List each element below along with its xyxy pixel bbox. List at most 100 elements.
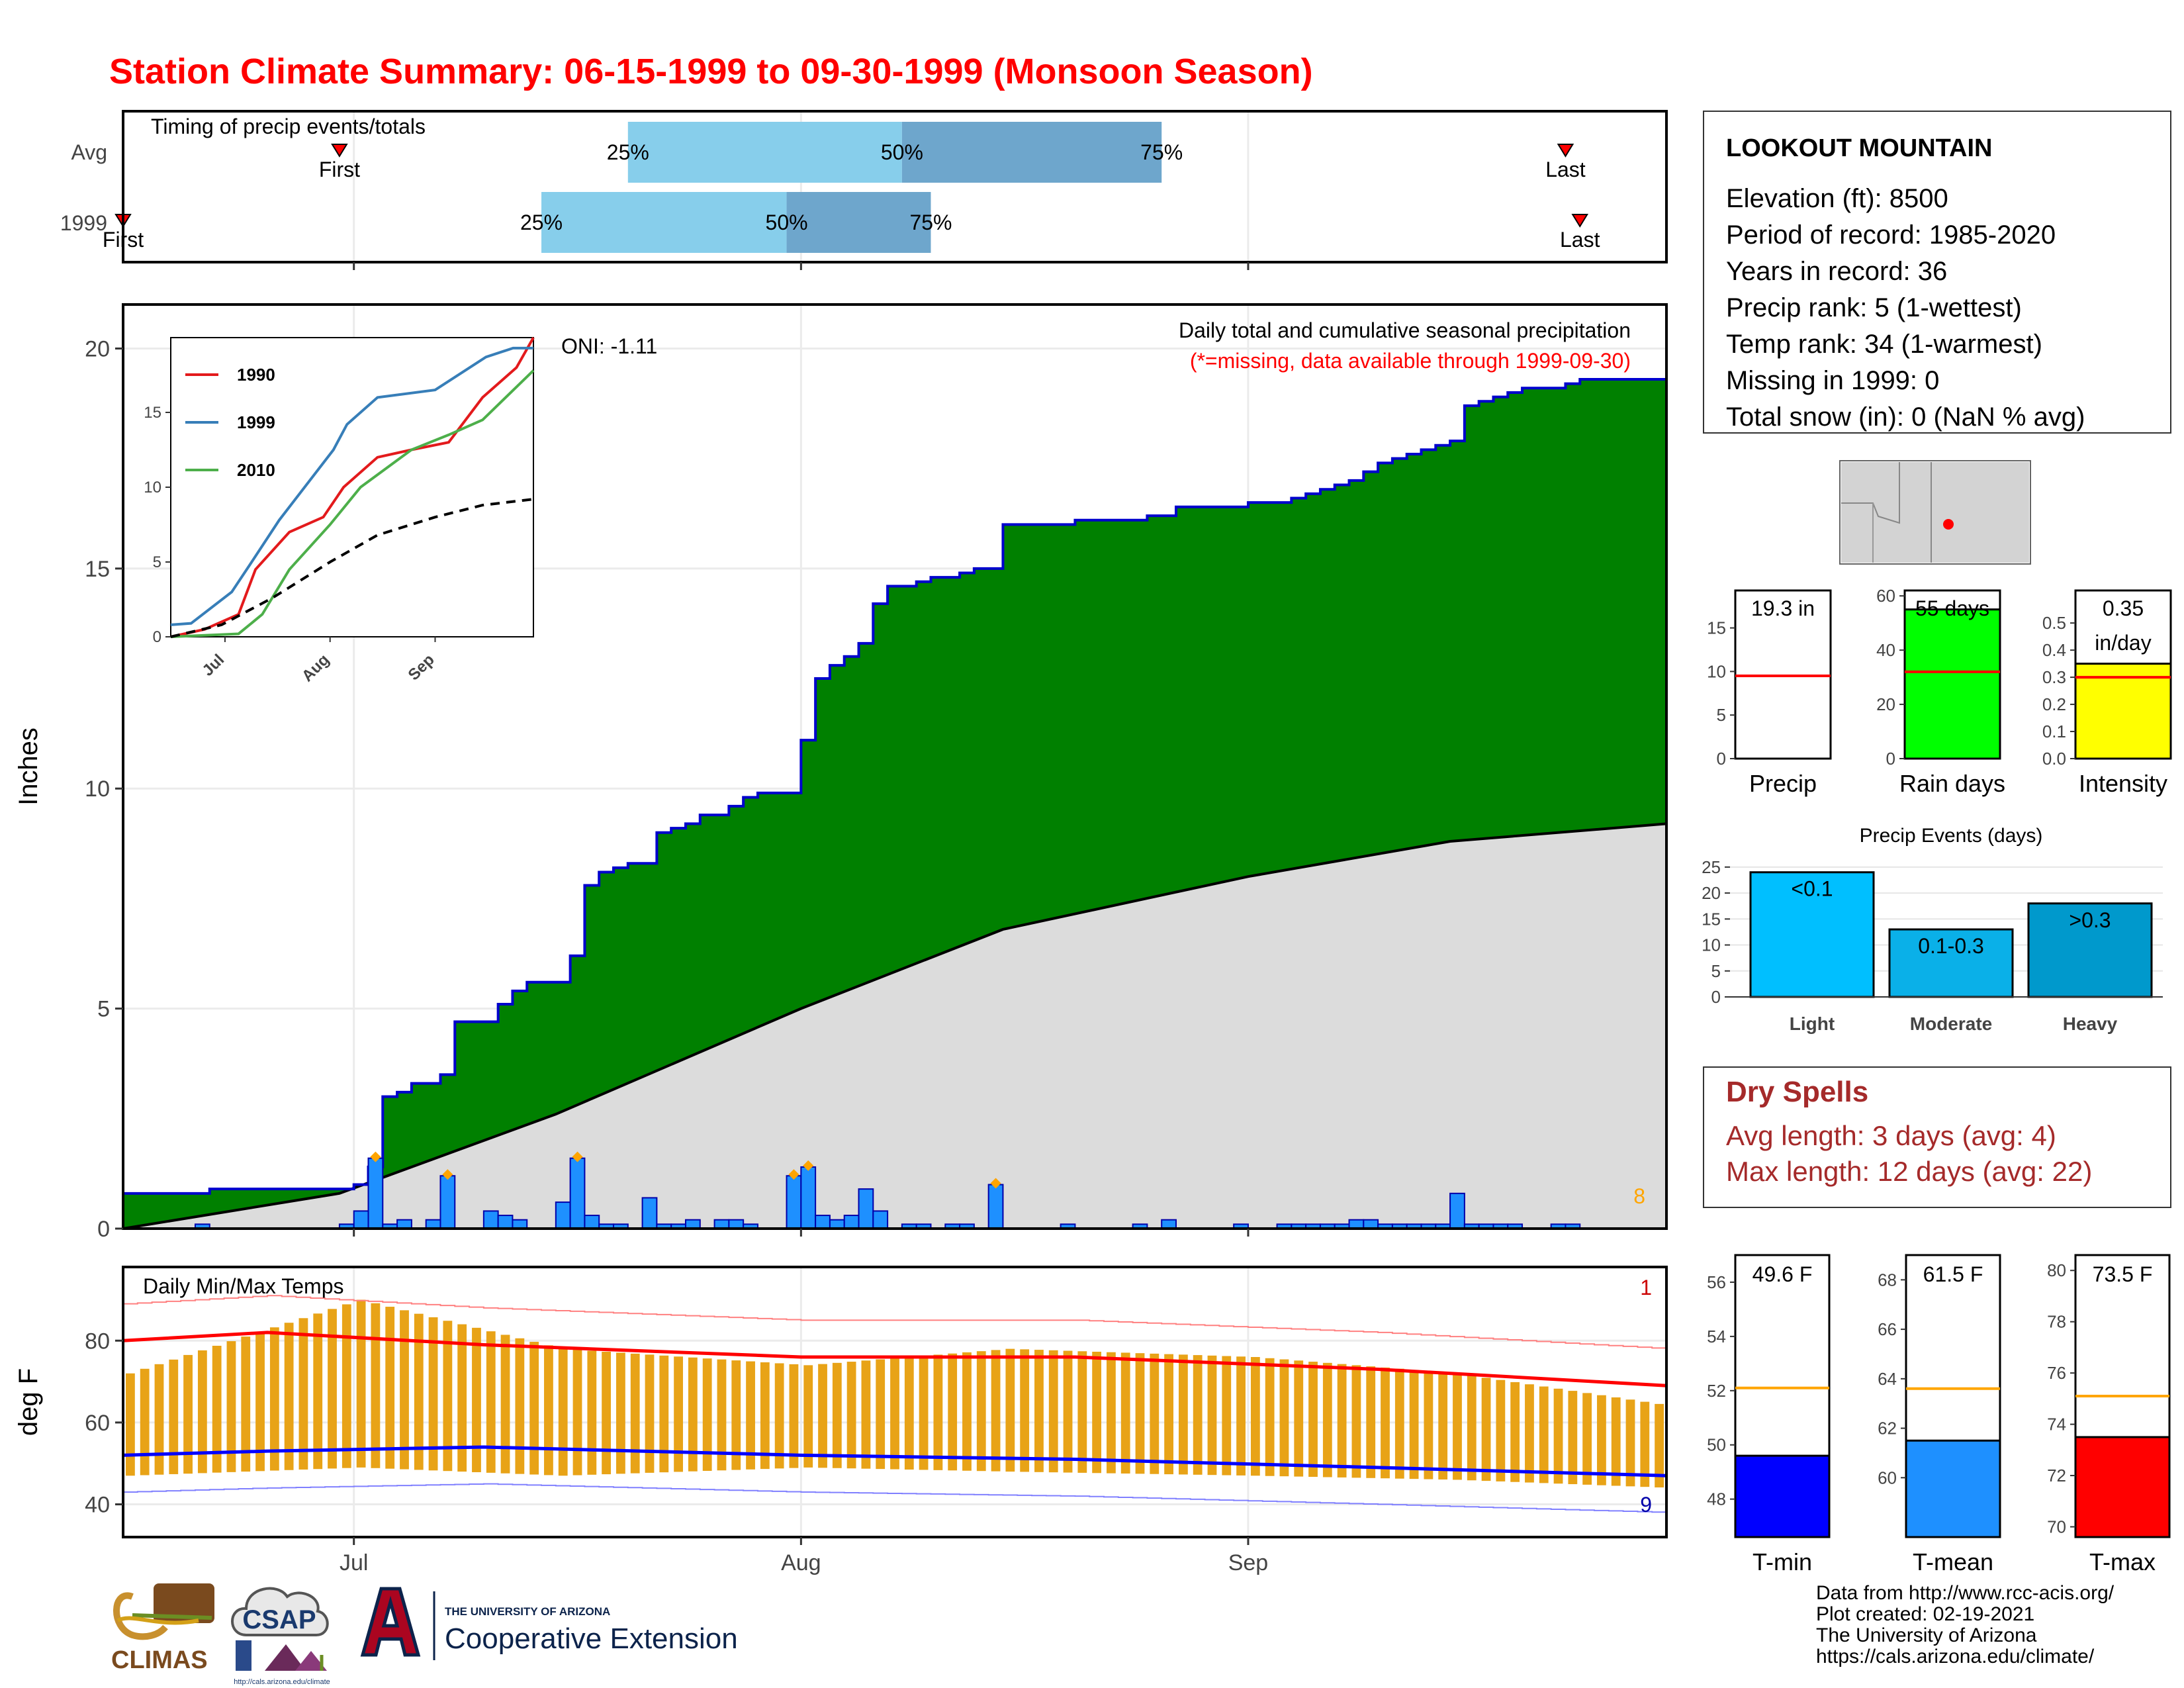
events-y-tick-label: 20: [1702, 883, 1721, 903]
daily-precip-bar: [872, 1210, 889, 1229]
mini-bar-value-label: 0.35: [2103, 596, 2144, 620]
climas-logo-text: CLIMAS: [111, 1646, 208, 1674]
extreme-event-marker: [803, 1160, 814, 1171]
mini-bar-tick-label: 0: [1886, 749, 1895, 769]
quartile-box-25-50: [541, 192, 787, 253]
daily-temp-bar: [1135, 1353, 1145, 1474]
daily-precip-bar: [915, 1223, 932, 1229]
temp-bar-category-label: T-max: [2089, 1548, 2156, 1575]
y-tick-label: 20: [85, 336, 110, 361]
temp-bar-value: [1905, 1439, 2001, 1538]
mini-bar-value-label: 55 days: [1915, 596, 1989, 620]
daily-temp-bar: [1150, 1353, 1160, 1474]
daily-temp-bar: [1582, 1393, 1592, 1485]
daily-temp-bar: [1193, 1355, 1203, 1475]
events-category-label: Heavy: [2063, 1013, 2118, 1034]
precip-panel: 0 5 10 15 20 Inches Daily total and cumulati…: [14, 303, 1668, 1242]
quartile-label-25: 25%: [607, 140, 649, 164]
daily-temp-bar: [140, 1368, 150, 1476]
daily-temp-bar: [500, 1335, 510, 1474]
temp-bar-tick-label: 66: [1878, 1319, 1897, 1339]
temps-y-axis-label: deg F: [14, 1368, 43, 1436]
mini-bar-tick-label: 0.1: [2042, 722, 2066, 741]
daily-temp-bar: [356, 1299, 366, 1468]
station-temp-rank: Temp rank: 34 (1-warmest): [1726, 330, 2042, 359]
timing-row-label-year: 1999: [60, 211, 107, 235]
daily-temp-bar: [1279, 1359, 1289, 1477]
ua-logo-text-line1: THE UNIVERSITY OF ARIZONA: [445, 1605, 610, 1618]
daily-precip-bar: [613, 1223, 629, 1229]
temp-bar-tick-label: 80: [2047, 1260, 2066, 1280]
temps-count-top: 1: [1640, 1276, 1652, 1299]
daily-temp-bar: [1222, 1356, 1232, 1476]
csap-logo: CSAP http://cals.arizona.edu/climate: [231, 1587, 330, 1686]
temp-bar-tick-label: 76: [2047, 1363, 2066, 1383]
extreme-event-marker: [442, 1169, 453, 1180]
temp-bar-tick-label: 74: [2047, 1415, 2066, 1434]
y-tick-label: 40: [85, 1493, 110, 1518]
temp-bar-tick-label: 56: [1707, 1272, 1726, 1292]
daily-temp-bar: [890, 1358, 899, 1470]
daily-temp-bar: [183, 1354, 193, 1474]
csap-url-text: http://cals.arizona.edu/climate: [234, 1678, 330, 1686]
mini-bar-tick-label: 20: [1876, 694, 1895, 714]
daily-temp-bar: [572, 1350, 582, 1476]
quartile-label-75: 75%: [1140, 140, 1183, 164]
daily-temp-bar: [904, 1357, 914, 1470]
average-max-line: [123, 1331, 1666, 1387]
timing-title: Timing of precip events/totals: [151, 115, 426, 138]
daily-temp-bar: [630, 1353, 640, 1474]
extreme-event-marker: [788, 1169, 799, 1180]
daily-precip-bar: [987, 1184, 1004, 1229]
ua-logo-text-line2: Cooperative Extension: [445, 1622, 738, 1655]
temp-bar-tick-label: 72: [2047, 1466, 2066, 1485]
daily-temp-bar: [587, 1350, 597, 1475]
daily-temp-bar: [529, 1342, 539, 1475]
daily-temp-bar: [241, 1336, 251, 1472]
inset-y-tick-label: 15: [144, 404, 161, 422]
daily-temp-bar: [876, 1359, 886, 1470]
first-event-label: First: [319, 158, 360, 181]
temps-count-bottom: 9: [1640, 1493, 1652, 1517]
footer-credits: Data from http://www.rcc-acis.org/ Plot …: [1816, 1582, 2115, 1667]
events-y-tick-label: 15: [1702, 909, 1721, 929]
daily-temp-bar: [1120, 1352, 1130, 1474]
daily-precip-bar: [584, 1215, 600, 1229]
quartile-label-50: 50%: [766, 211, 808, 234]
university-of-arizona-logo: THE UNIVERSITY OF ARIZONA Cooperative Ex…: [360, 1587, 738, 1660]
daily-temp-bar: [1005, 1348, 1015, 1472]
daily-temp-bar: [1394, 1368, 1404, 1479]
month-label: Sep: [1228, 1550, 1269, 1575]
mini-bar-category-label: Precip: [1749, 770, 1817, 797]
mini-bar-tick-label: 40: [1876, 640, 1895, 660]
daily-temp-bar: [746, 1361, 755, 1470]
daily-temp-bar: [255, 1332, 265, 1472]
mini-bar-tick-label: 60: [1876, 586, 1895, 606]
daily-temp-bar: [197, 1350, 207, 1474]
station-missing: Missing in 1999: 0: [1726, 366, 1939, 395]
events-category-label: Light: [1790, 1013, 1835, 1034]
mini-bar-value-label: 19.3 in: [1751, 596, 1815, 620]
temp-bar-value: [1734, 1454, 1831, 1538]
daily-temp-bar: [846, 1362, 856, 1469]
daily-temp-bar: [414, 1313, 424, 1470]
daily-temp-bar: [919, 1356, 929, 1470]
temp-bar-value-label: 73.5 F: [2093, 1262, 2153, 1286]
last-event-label: Last: [1545, 158, 1586, 181]
events-y-tick-label: 25: [1702, 857, 1721, 877]
inset-y-tick-label: 5: [153, 553, 161, 571]
last-event-marker: [1571, 214, 1589, 228]
daily-temp-bar: [1496, 1380, 1506, 1481]
daily-temp-bar: [1525, 1384, 1534, 1483]
daily-precip-bar: [743, 1223, 758, 1229]
daily-temp-bar: [818, 1364, 827, 1468]
mini-bar-category-label: Intensity: [2079, 770, 2167, 797]
temperature-summary-bars: 48 50 52 54 56 49.6 F T-min 60 62 64 66 68 61.5 F T-m…: [1707, 1254, 2171, 1575]
mini-bar-tick-label: 0.5: [2042, 613, 2066, 633]
daily-temp-bar: [1597, 1395, 1606, 1485]
daily-temp-bar: [169, 1359, 179, 1474]
daily-precip-bar: [1233, 1223, 1249, 1229]
daily-temp-bar: [443, 1321, 453, 1472]
